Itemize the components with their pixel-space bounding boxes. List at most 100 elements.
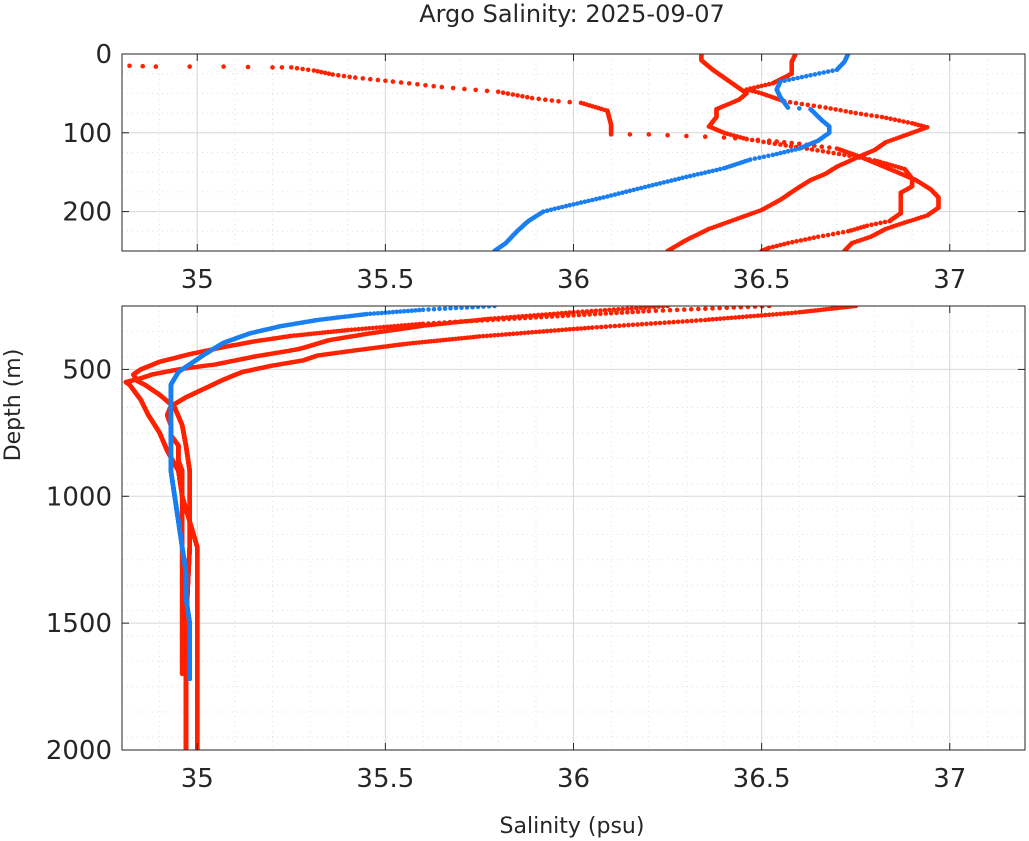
data-point	[508, 314, 513, 320]
x-tick-label: 37	[933, 764, 966, 794]
data-point	[778, 311, 783, 317]
data-point	[608, 193, 614, 198]
data-point	[527, 313, 533, 319]
data-point	[785, 240, 791, 246]
data-point	[699, 171, 704, 176]
data-point	[611, 307, 617, 312]
data-point	[698, 318, 703, 323]
data-point	[684, 133, 689, 139]
data-point	[710, 306, 715, 311]
data-point	[799, 101, 805, 107]
data-point	[862, 156, 867, 161]
data-point	[515, 93, 520, 98]
data-point	[555, 311, 560, 316]
data-point	[660, 306, 666, 309]
data-point	[656, 306, 661, 309]
data-point	[359, 326, 365, 332]
data-point	[823, 105, 828, 110]
data-point	[770, 152, 776, 158]
data-point	[630, 322, 636, 328]
data-point	[620, 306, 626, 312]
data-point	[774, 151, 779, 157]
data-point	[672, 177, 678, 182]
data-point	[245, 64, 251, 70]
data-point	[183, 747, 189, 750]
data-point	[571, 326, 576, 332]
data-point	[819, 144, 825, 149]
data-point	[774, 243, 779, 249]
data-point	[586, 198, 591, 204]
data-point	[770, 80, 776, 86]
data-point	[759, 83, 764, 89]
data-point	[688, 307, 694, 312]
data-point	[676, 176, 682, 182]
data-point	[383, 78, 388, 84]
data-point	[803, 73, 809, 79]
data-point	[584, 309, 590, 314]
data-point	[586, 325, 591, 331]
data-point	[526, 330, 531, 335]
data-point	[563, 203, 569, 209]
data-point	[646, 132, 652, 137]
data-point	[377, 325, 383, 330]
data-point	[785, 311, 791, 316]
data-point	[798, 238, 804, 243]
data-point	[500, 315, 505, 321]
data-point	[575, 309, 581, 315]
data-point	[787, 99, 793, 105]
x-tick-label: 36	[557, 764, 590, 794]
data-point	[315, 69, 321, 74]
data-point	[347, 74, 352, 80]
data-point	[536, 96, 541, 102]
data-point	[820, 233, 826, 239]
data-point	[863, 112, 869, 117]
data-point	[607, 307, 612, 313]
data-point	[630, 309, 635, 315]
data-point	[580, 309, 585, 315]
data-point	[761, 139, 766, 145]
data-point	[349, 327, 354, 333]
chart-title: Argo Salinity: 2025-09-07	[419, 0, 725, 28]
data-point	[484, 88, 490, 94]
data-point	[500, 90, 506, 95]
data-point	[559, 310, 564, 316]
data-point	[602, 307, 608, 313]
data-point	[499, 332, 505, 338]
data-point	[869, 222, 874, 228]
data-point	[696, 306, 701, 312]
data-point	[289, 65, 294, 70]
data-point	[578, 326, 584, 331]
data-point	[729, 315, 734, 321]
profile-red-2	[699, 54, 915, 251]
data-point	[525, 94, 530, 100]
data-point	[352, 327, 358, 332]
data-point	[547, 311, 553, 317]
data-point	[710, 168, 715, 174]
data-point	[644, 321, 649, 327]
data-point	[660, 308, 666, 313]
data-point	[778, 150, 783, 156]
data-point	[511, 331, 516, 337]
data-point	[790, 239, 795, 245]
y-tick-label: 0	[95, 40, 112, 70]
data-point	[529, 330, 535, 335]
data-point	[653, 308, 659, 314]
data-point	[616, 307, 621, 312]
data-point	[366, 326, 372, 331]
data-point	[631, 187, 636, 193]
data-point	[853, 110, 858, 116]
data-point	[633, 306, 639, 311]
data-point	[684, 174, 689, 180]
data-point	[552, 328, 557, 333]
data-point	[745, 306, 751, 310]
x-tick-label: 36	[557, 265, 590, 295]
data-point	[766, 81, 772, 87]
data-point	[721, 316, 727, 321]
data-point	[625, 306, 630, 312]
data-point	[878, 220, 883, 226]
x-tick-label: 36.5	[733, 764, 791, 794]
data-point	[879, 114, 885, 120]
data-point	[789, 310, 794, 316]
data-point	[627, 188, 633, 194]
data-point	[665, 306, 670, 309]
